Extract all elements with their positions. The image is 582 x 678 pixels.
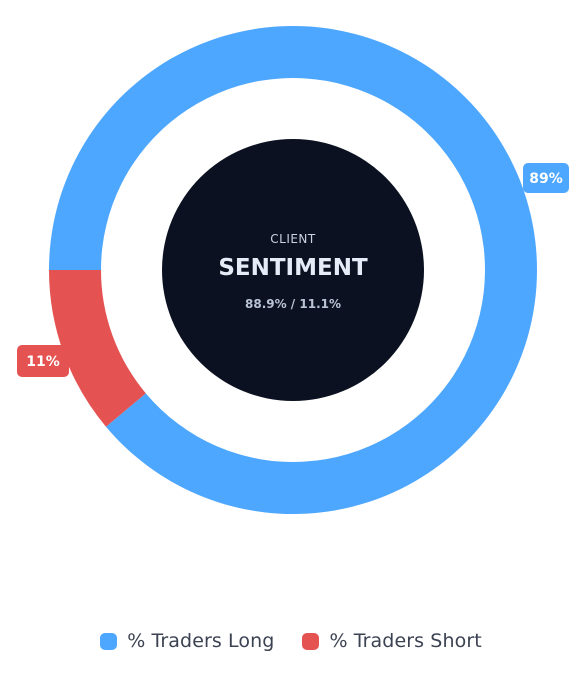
center-title: SENTIMENT bbox=[218, 255, 368, 281]
legend-item-long[interactable]: % Traders Long bbox=[100, 630, 274, 652]
badge-label-long: 89% bbox=[529, 171, 563, 187]
legend-item-short[interactable]: % Traders Short bbox=[302, 630, 482, 652]
badge-long bbox=[523, 163, 569, 193]
badge-short bbox=[17, 345, 69, 377]
legend-label-short: % Traders Short bbox=[329, 630, 482, 652]
slice-badges: 89% 11% bbox=[17, 163, 569, 377]
legend-swatch-long bbox=[100, 632, 118, 650]
chart-legend: % Traders Long % Traders Short bbox=[0, 626, 582, 656]
badge-label-short: 11% bbox=[26, 354, 60, 370]
center-label: CLIENT bbox=[270, 232, 316, 246]
legend-swatch-short bbox=[302, 632, 320, 650]
center-circle bbox=[162, 139, 424, 401]
center-subtitle: 88.9% / 11.1% bbox=[245, 297, 341, 311]
slice-short[interactable] bbox=[49, 270, 146, 427]
donut-slices bbox=[49, 25, 537, 514]
legend-label-long: % Traders Long bbox=[127, 630, 275, 652]
